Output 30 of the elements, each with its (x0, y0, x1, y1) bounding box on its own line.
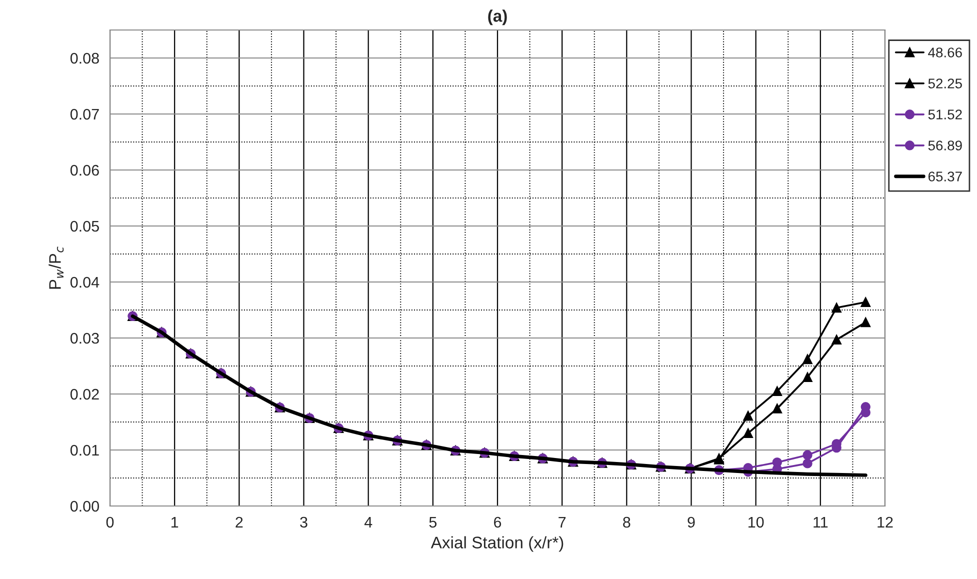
x-axis-title: Axial Station (x/r*) (430, 536, 564, 552)
y-axis-title: P$_{w}$/P$_{c}$ (48, 246, 64, 289)
x-tick-label: 10 (748, 516, 764, 528)
y-tick-label: 0.08 (70, 52, 99, 64)
legend-label: 48.66 (928, 48, 962, 58)
x-tick-label: 11 (814, 516, 828, 528)
x-tick-label: 0 (106, 516, 114, 528)
x-tick-label: 3 (300, 516, 308, 528)
legend-label: 51.52 (928, 110, 962, 120)
y-tick-label: 0.05 (70, 220, 99, 232)
x-tick-label: 6 (494, 516, 502, 528)
y-tick-label: 0.06 (70, 164, 99, 176)
y-tick-label: 0.00 (70, 500, 99, 512)
y-tick-label: 0.07 (70, 108, 99, 120)
legend-label: 52.25 (928, 78, 962, 88)
y-tick-label: 0.04 (70, 276, 100, 288)
x-tick-label: 8 (623, 516, 630, 528)
y-tick-label: 0.03 (70, 332, 99, 344)
x-tick-label: 1 (172, 516, 178, 528)
x-tick-label: 2 (236, 516, 243, 528)
x-tick-label: 5 (429, 516, 437, 528)
x-tick-label: 12 (878, 516, 893, 528)
legend-label: 56.89 (928, 140, 962, 150)
chart-title: (a) (488, 10, 507, 26)
legend-label: 65.37 (928, 172, 962, 182)
x-tick-label: 7 (558, 516, 566, 528)
y-tick-label: 0.01 (70, 444, 99, 456)
x-tick-label: 9 (688, 516, 695, 528)
y-tick-label: 0.02 (70, 388, 99, 400)
x-tick-label: 4 (364, 516, 372, 528)
